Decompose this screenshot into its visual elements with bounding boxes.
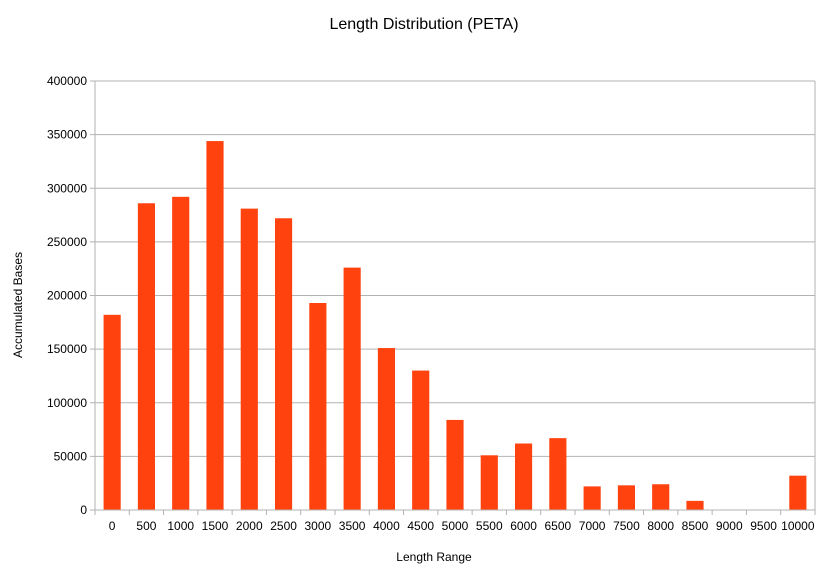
bar (103, 314, 121, 510)
x-tick-label: 8500 (682, 519, 709, 533)
x-tick-label: 0 (109, 519, 116, 533)
y-tick-labels: 0 50000 100000 150000 200000 250000 300000 3500… (47, 74, 87, 517)
x-tick-label: 1000 (167, 519, 194, 533)
y-tick-label: 350000 (47, 128, 87, 142)
bar (377, 348, 395, 510)
bar (137, 203, 155, 510)
bar (789, 475, 807, 510)
bar (617, 485, 635, 510)
x-tick-label: 5000 (442, 519, 469, 533)
x-tick-label: 500 (136, 519, 156, 533)
x-tick-label: 7500 (613, 519, 640, 533)
x-tick-label: 2500 (270, 519, 297, 533)
bar (686, 500, 704, 510)
y-tick-label: 0 (80, 503, 87, 517)
y-tick-label: 50000 (54, 449, 88, 463)
x-tick-label: 7000 (579, 519, 606, 533)
y-tick-label: 150000 (47, 342, 87, 356)
x-tick-label: 4500 (407, 519, 434, 533)
bars (103, 141, 807, 510)
y-tick-label: 250000 (47, 235, 87, 249)
x-tick-label: 8000 (647, 519, 674, 533)
x-tick-label: 4000 (373, 519, 400, 533)
bar (515, 443, 533, 510)
chart-title: Length Distribution (PETA) (329, 16, 518, 33)
x-tick-label: 6000 (510, 519, 537, 533)
x-tick-label: 3500 (339, 519, 366, 533)
y-axis-title: Accumulated Bases (11, 252, 25, 358)
x-tick-label: 2000 (236, 519, 263, 533)
y-tick-label: 300000 (47, 181, 87, 195)
bar (343, 267, 361, 510)
x-axis-title: Length Range (396, 550, 472, 564)
bar (652, 484, 670, 510)
x-tick-label: 9000 (716, 519, 743, 533)
axes (90, 80, 816, 515)
bar (275, 218, 293, 510)
x-tick-labels: 0 500 1000 1500 2000 2500 3000 3500 4000 4500 5000… (109, 519, 815, 533)
bar (206, 141, 224, 510)
bar (172, 196, 190, 510)
y-tick-label: 200000 (47, 289, 87, 303)
x-tick-label: 10000 (781, 519, 815, 533)
y-tick-label: 100000 (47, 396, 87, 410)
x-tick-label: 6500 (545, 519, 572, 533)
bar (480, 455, 498, 510)
bar (309, 303, 327, 510)
bar (446, 419, 464, 510)
y-tick-label: 400000 (47, 74, 87, 88)
bar (583, 486, 601, 510)
bar (549, 438, 567, 510)
x-tick-label: 9500 (750, 519, 777, 533)
x-tick-label: 1500 (202, 519, 229, 533)
x-tick-label: 5500 (476, 519, 503, 533)
x-tick-label: 3000 (305, 519, 332, 533)
bar (240, 208, 258, 510)
bar (412, 370, 430, 510)
